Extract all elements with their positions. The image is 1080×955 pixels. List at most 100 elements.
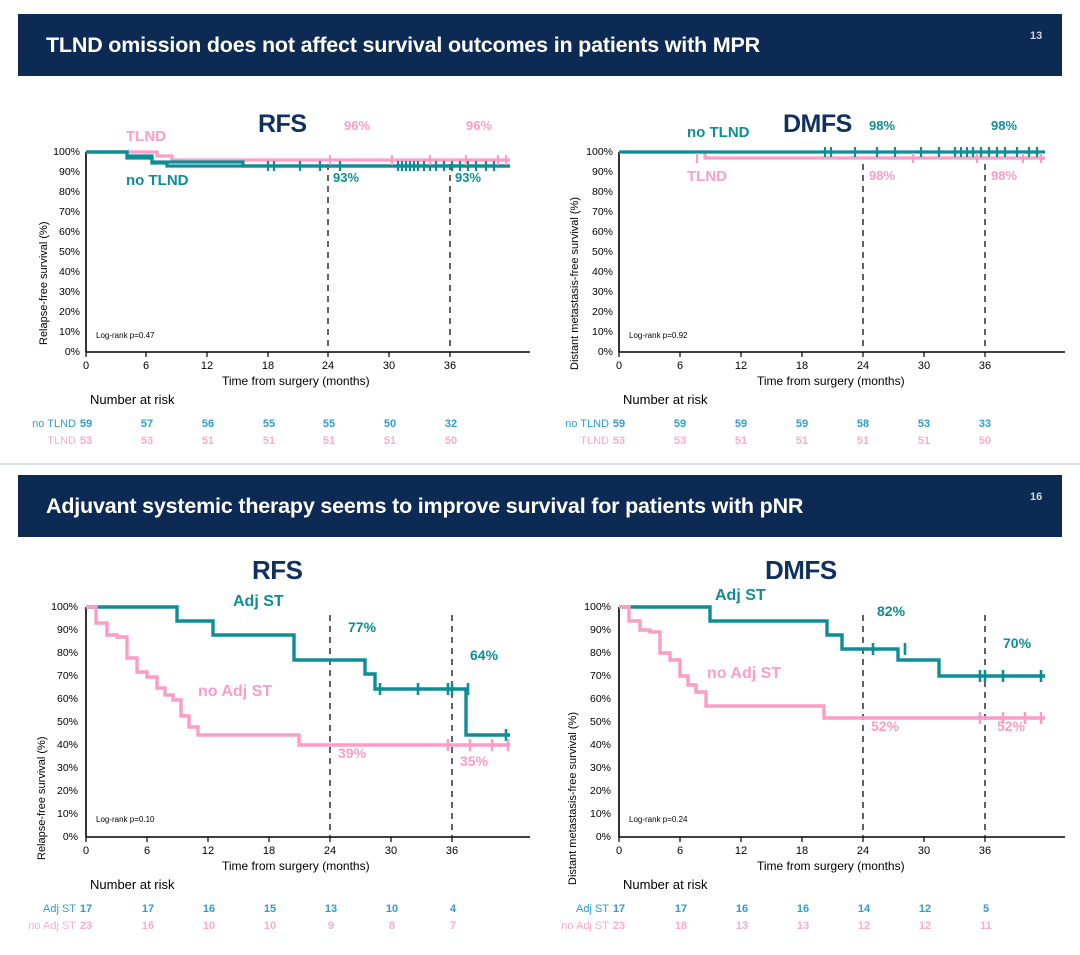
y-tick: 80% bbox=[58, 186, 80, 198]
x-tick: 12 bbox=[201, 845, 215, 857]
x-tick: 6 bbox=[143, 845, 151, 857]
x-tick: 18 bbox=[795, 845, 809, 857]
panel-title-dmfs: DMFS bbox=[765, 555, 837, 585]
kaplan-meier-plot-rfs-tlnd bbox=[85, 150, 530, 357]
nar-cell: 51 bbox=[795, 435, 809, 447]
nar-cell: 51 bbox=[734, 435, 748, 447]
kaplan-meier-plot-dmfs-tlnd bbox=[618, 147, 1065, 357]
logrank-label: Log-rank p=0.24 bbox=[629, 815, 688, 824]
number-at-risk-title: Number at risk bbox=[623, 392, 708, 407]
y-tick: 30% bbox=[58, 286, 80, 298]
nar-cell: 17 bbox=[674, 903, 688, 915]
nar-cell: 12 bbox=[857, 920, 871, 932]
annotation-98-24mo-pink: 98% bbox=[869, 168, 896, 183]
nar-cell: 15 bbox=[263, 903, 277, 915]
panel-title-rfs: RFS bbox=[258, 110, 307, 138]
nar-row-label-tlnd: TLND bbox=[47, 435, 76, 447]
x-tick: 30 bbox=[917, 845, 931, 857]
x-tick: 24 bbox=[321, 360, 335, 372]
y-tick: 60% bbox=[56, 693, 78, 705]
nar-cell: 59 bbox=[734, 418, 748, 430]
y-tick: 90% bbox=[58, 166, 80, 178]
kaplan-meier-plot-dmfs-adjst bbox=[618, 605, 1065, 842]
nar-cell: 51 bbox=[917, 435, 931, 447]
nar-row-label-no-adj-st: no Adj ST bbox=[561, 920, 609, 932]
y-tick: 20% bbox=[56, 785, 78, 797]
nar-cell: 17 bbox=[612, 903, 626, 915]
nar-cell: 53 bbox=[140, 435, 154, 447]
y-tick: 100% bbox=[53, 146, 80, 158]
x-axis-label: Time from surgery (months) bbox=[757, 374, 905, 388]
annotation-64-36mo: 64% bbox=[470, 647, 499, 663]
y-tick: 60% bbox=[591, 226, 613, 238]
number-at-risk-title: Number at risk bbox=[623, 877, 708, 892]
annotation-82-24mo: 82% bbox=[877, 603, 906, 619]
x-tick: 6 bbox=[676, 845, 684, 857]
nar-cell: 12 bbox=[918, 920, 932, 932]
nar-cell: 58 bbox=[856, 418, 870, 430]
nar-cell: 56 bbox=[201, 418, 215, 430]
nar-cell: 59 bbox=[79, 418, 93, 430]
y-tick: 50% bbox=[58, 246, 80, 258]
nar-cell: 4 bbox=[449, 903, 457, 915]
nar-cell: 53 bbox=[612, 435, 626, 447]
y-tick: 20% bbox=[591, 306, 613, 318]
nar-cell: 13 bbox=[735, 920, 749, 932]
slide-2-header-bar: Adjuvant systemic therapy seems to impro… bbox=[18, 475, 1062, 537]
panel-rfs-tlnd: RFS Relapse-free survival (%) 100% 90% 8… bbox=[0, 80, 540, 465]
nar-row-label-adj-st: Adj ST bbox=[575, 903, 609, 915]
nar-cell: 10 bbox=[385, 903, 399, 915]
nar-row-label-adj-st: Adj ST bbox=[42, 903, 76, 915]
nar-cell: 51 bbox=[856, 435, 870, 447]
y-tick: 0% bbox=[595, 831, 611, 843]
x-tick: 0 bbox=[615, 360, 623, 372]
nar-cell: 57 bbox=[140, 418, 154, 430]
x-tick: 18 bbox=[795, 360, 809, 372]
y-tick: 10% bbox=[589, 808, 611, 820]
nar-cell: 59 bbox=[612, 418, 626, 430]
x-tick: 18 bbox=[261, 360, 275, 372]
x-tick: 0 bbox=[82, 360, 90, 372]
x-tick: 30 bbox=[382, 360, 396, 372]
y-tick: 10% bbox=[591, 326, 613, 338]
nar-cell: 7 bbox=[449, 920, 457, 932]
panel-title-dmfs: DMFS bbox=[783, 110, 852, 138]
y-tick: 80% bbox=[589, 647, 611, 659]
nar-cell: 51 bbox=[383, 435, 397, 447]
nar-cell: 16 bbox=[202, 903, 216, 915]
y-tick: 70% bbox=[58, 206, 80, 218]
nar-row-label-no-adj-st: no Adj ST bbox=[28, 920, 76, 932]
x-tick: 36 bbox=[978, 845, 992, 857]
y-tick: 10% bbox=[58, 326, 80, 338]
nar-cell: 10 bbox=[202, 920, 216, 932]
y-tick: 70% bbox=[589, 670, 611, 682]
annotation-98-36mo-pink: 98% bbox=[991, 168, 1018, 183]
legend-no-tlnd: no TLND bbox=[687, 124, 750, 141]
x-tick: 30 bbox=[384, 845, 398, 857]
nar-row-label-no-tlnd: no TLND bbox=[565, 418, 609, 430]
nar-cell: 53 bbox=[917, 418, 931, 430]
series-line-tlnd bbox=[86, 150, 510, 162]
y-tick: 90% bbox=[591, 166, 613, 178]
nar-cell: 9 bbox=[327, 920, 335, 932]
nar-cell: 50 bbox=[978, 435, 992, 447]
legend-adj-st: Adj ST bbox=[233, 593, 284, 610]
y-tick: 20% bbox=[589, 785, 611, 797]
legend-no-tlnd: no TLND bbox=[126, 172, 189, 189]
y-tick: 40% bbox=[591, 266, 613, 278]
nar-cell: 12 bbox=[918, 903, 932, 915]
x-axis-label: Time from surgery (months) bbox=[222, 374, 370, 388]
legend-no-adj-st: no Adj ST bbox=[707, 665, 782, 682]
slide-divider bbox=[0, 463, 1080, 465]
series-line-no-adj-st bbox=[86, 605, 510, 747]
y-tick: 40% bbox=[56, 739, 78, 751]
annotation-93-36mo: 93% bbox=[455, 170, 482, 185]
y-tick: 90% bbox=[589, 624, 611, 636]
series-line-adj-st bbox=[86, 605, 510, 737]
nar-cell: 59 bbox=[673, 418, 687, 430]
y-tick: 100% bbox=[584, 601, 611, 613]
nar-cell: 10 bbox=[263, 920, 277, 932]
nar-cell: 16 bbox=[141, 920, 155, 932]
logrank-label: Log-rank p=0.47 bbox=[96, 331, 155, 340]
annotation-39-24mo: 39% bbox=[338, 745, 367, 761]
